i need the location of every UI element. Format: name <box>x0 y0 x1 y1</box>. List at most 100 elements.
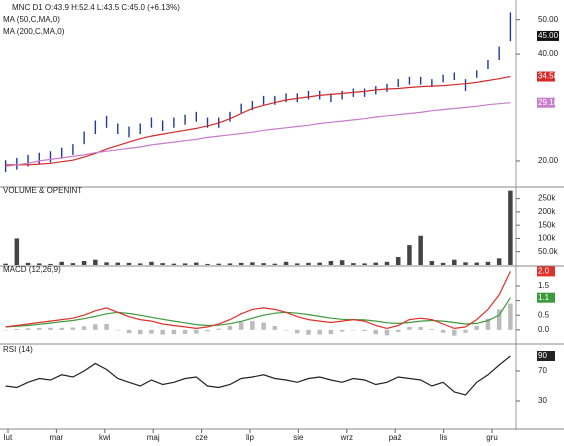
bar <box>104 324 109 330</box>
last-value-label: 29.18 <box>538 98 559 107</box>
bar <box>328 329 334 335</box>
bar <box>194 329 199 334</box>
bar <box>37 328 42 330</box>
bar <box>362 263 367 265</box>
bar <box>496 258 502 265</box>
bar <box>373 329 379 335</box>
last-value-box <box>537 71 555 82</box>
bar <box>205 263 210 265</box>
bar <box>81 326 87 330</box>
y-tick-label: 250k <box>538 194 556 203</box>
last-value-box <box>537 97 555 108</box>
bar <box>160 263 165 265</box>
bar <box>373 262 379 265</box>
bar <box>508 190 513 265</box>
bar <box>485 318 491 330</box>
bar <box>283 329 289 331</box>
bar <box>182 263 188 265</box>
last-price-box <box>537 30 559 41</box>
bar <box>194 262 199 265</box>
bar <box>115 329 121 331</box>
bar <box>508 303 513 330</box>
panel-title: VOLUME & OPENINT <box>3 186 82 195</box>
y-tick-label: 100k <box>538 234 556 243</box>
bar <box>227 263 233 265</box>
bar <box>306 262 311 265</box>
bar <box>452 329 457 336</box>
bar <box>171 263 177 265</box>
bar <box>463 329 468 333</box>
bar <box>261 322 266 330</box>
bar <box>59 261 64 265</box>
bar <box>395 257 401 265</box>
bar <box>485 261 491 265</box>
bar <box>171 329 177 335</box>
series-line <box>5 102 511 167</box>
y-tick-label: 40.00 <box>538 49 559 58</box>
y-tick-label: 150k <box>538 220 556 229</box>
bar <box>182 329 188 334</box>
y-tick-label: 70 <box>538 366 547 375</box>
series-line <box>5 355 511 396</box>
series-line <box>5 271 511 330</box>
bar <box>384 261 390 265</box>
bar <box>429 261 435 265</box>
y-tick-label: 50.0k <box>538 247 559 256</box>
bar <box>418 235 423 265</box>
bar <box>452 259 457 265</box>
bar <box>59 327 64 330</box>
bar <box>137 263 143 265</box>
x-tick-label: wrz <box>340 433 353 442</box>
last-value-label: 90 <box>538 351 547 360</box>
bar <box>14 328 20 330</box>
legend-entry: MA (50,C,MA,0) <box>3 15 60 24</box>
bar <box>238 322 244 330</box>
bar <box>407 245 412 265</box>
bar <box>407 326 412 330</box>
bar <box>395 329 401 332</box>
last-value-box <box>537 351 555 361</box>
bar <box>384 329 390 336</box>
x-tick-label: cze <box>195 433 208 442</box>
bar <box>474 326 479 330</box>
bar <box>440 262 446 265</box>
bar <box>216 328 221 330</box>
bar <box>25 328 31 330</box>
bar <box>339 329 345 332</box>
bar <box>81 261 87 265</box>
bar <box>3 329 8 331</box>
bar <box>496 309 502 330</box>
bar <box>440 329 446 333</box>
y-tick-label: 50.00 <box>538 15 559 24</box>
x-tick-label: paź <box>389 433 402 442</box>
x-tick-label: maj <box>147 433 160 442</box>
x-tick-label: lis <box>440 433 448 442</box>
bar <box>216 263 221 265</box>
bar <box>3 263 8 265</box>
y-tick-label: 0.0 <box>538 325 550 334</box>
bar <box>25 262 31 265</box>
bar <box>70 327 76 330</box>
bar <box>317 262 322 265</box>
bar <box>126 262 132 265</box>
bar <box>474 262 479 265</box>
bar <box>339 260 345 265</box>
y-tick-label: 1.5 <box>538 281 550 290</box>
bar <box>14 238 20 265</box>
bar <box>205 329 210 332</box>
bar <box>261 263 266 265</box>
bar <box>351 329 356 331</box>
series-line <box>5 75 511 166</box>
bar <box>48 327 53 330</box>
bar <box>238 262 244 265</box>
bar <box>317 329 322 335</box>
bar <box>115 262 121 265</box>
bar <box>126 329 132 334</box>
bar <box>227 325 233 330</box>
bar <box>429 328 435 330</box>
bar <box>295 329 300 334</box>
bar <box>306 329 311 335</box>
bar <box>37 263 42 265</box>
